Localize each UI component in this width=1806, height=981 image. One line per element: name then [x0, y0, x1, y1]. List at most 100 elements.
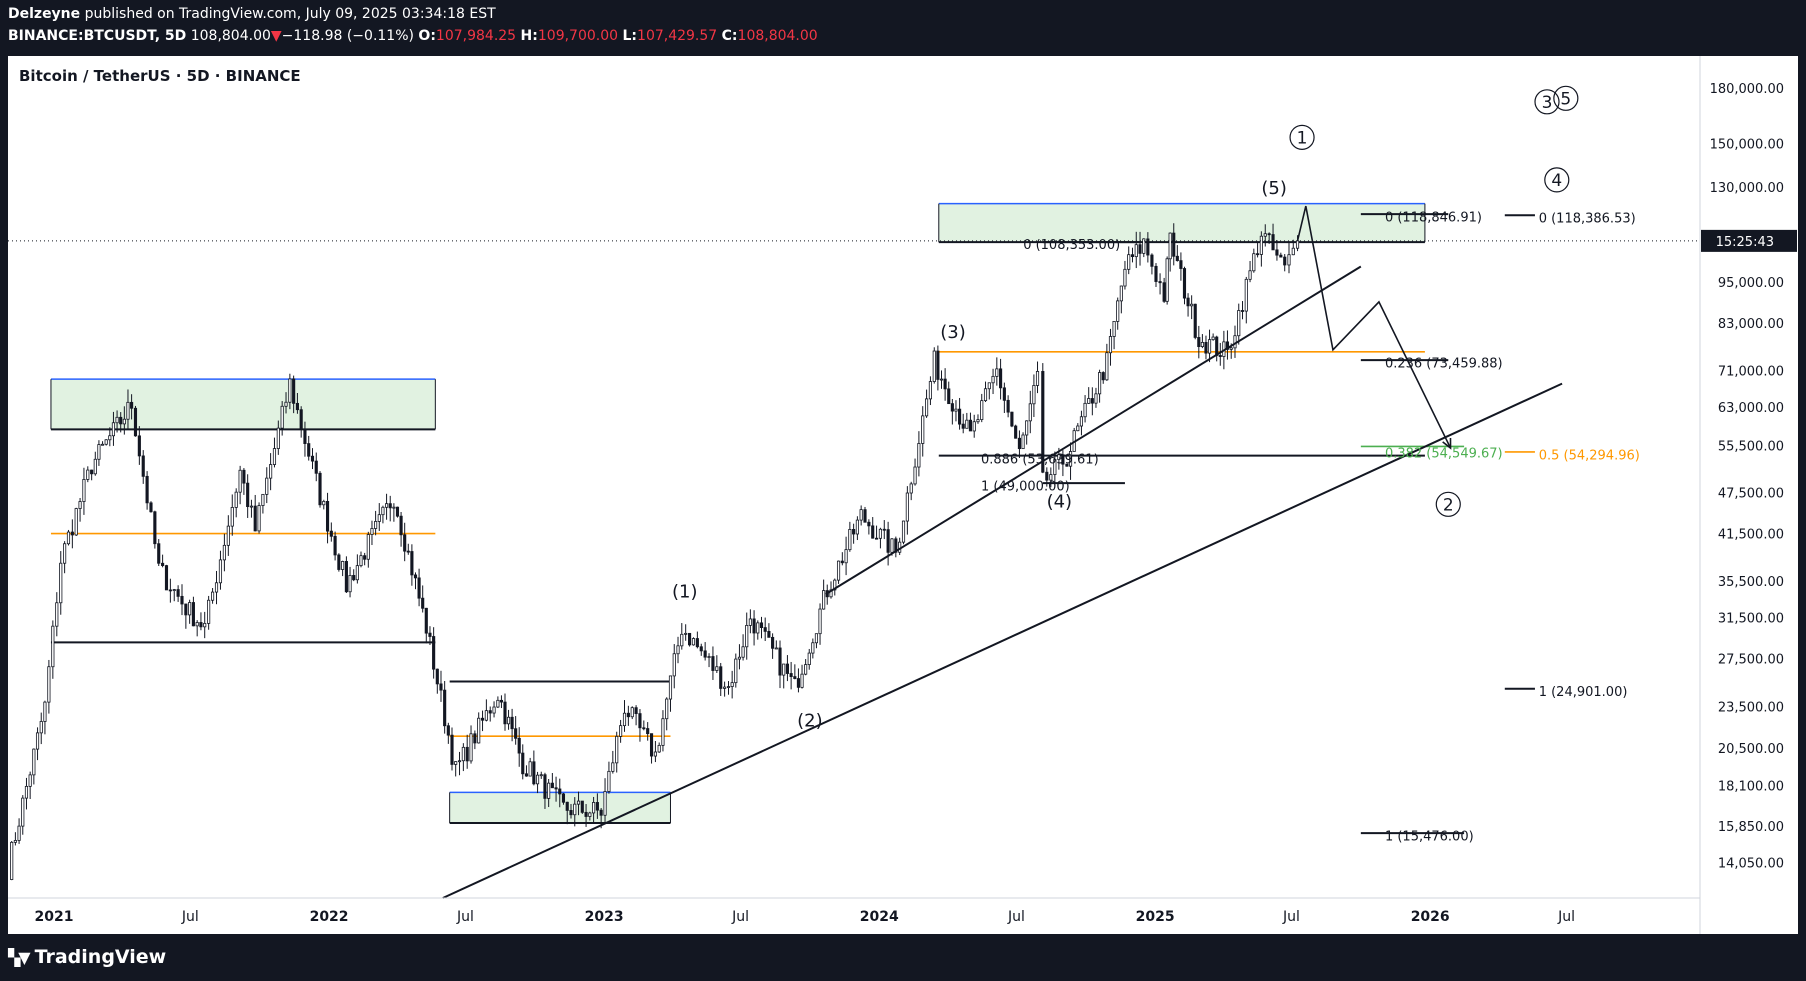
candle-body: [1225, 341, 1230, 350]
candle-body: [374, 521, 378, 529]
candle-body: [1138, 244, 1142, 254]
fib-orange-label: 0.5 (54,294.96): [1539, 448, 1640, 463]
candle-body: [1083, 402, 1087, 418]
candle-body: [532, 761, 536, 785]
candle-body: [684, 632, 688, 635]
candle-body: [242, 469, 246, 484]
candle-body: [469, 733, 473, 762]
candle-body: [1130, 254, 1135, 258]
candle-body: [1053, 459, 1057, 475]
candle-body: [82, 479, 86, 502]
candle-body: [913, 466, 917, 485]
candle-body: [1049, 474, 1053, 481]
candle-body: [403, 534, 407, 552]
candle-body: [1200, 342, 1204, 347]
candle-body: [1182, 268, 1187, 299]
candle-body: [1186, 297, 1190, 307]
candle-body: [756, 622, 760, 634]
candle-body: [161, 562, 165, 566]
candle-body: [1087, 398, 1091, 404]
candle-body: [172, 589, 176, 591]
circled-wave-marker: [1544, 167, 1570, 193]
symbol[interactable]: BINANCE:BTCUSDT, 5D: [8, 28, 187, 44]
time-tick-label: 2025: [1136, 909, 1175, 925]
open-value: 107,984.25: [435, 28, 517, 44]
candle-body: [238, 469, 242, 493]
last-price: 108,804.00: [190, 28, 271, 44]
candle-body: [191, 602, 195, 627]
time-tick-label: 2021: [34, 909, 73, 925]
circled-wave-number: 2: [1443, 495, 1454, 515]
candle-body: [958, 408, 962, 425]
candle-body: [435, 668, 439, 685]
candle-body: [108, 435, 112, 441]
candle-body: [90, 469, 94, 475]
candle-body: [1275, 249, 1279, 256]
candle-body: [1094, 393, 1098, 404]
candle-body: [844, 549, 848, 564]
candle-body: [115, 416, 119, 424]
candle-body: [676, 645, 680, 655]
candle-body: [443, 689, 447, 727]
tradingview-logo[interactable]: ▚▼ TradingView: [8, 946, 166, 968]
candle-body: [785, 663, 789, 674]
candle-body: [492, 706, 496, 714]
high-value: 109,700.00: [537, 28, 619, 44]
candle-body: [1014, 425, 1018, 439]
chart-area[interactable]: [8, 56, 1798, 934]
candle-body: [886, 529, 890, 553]
candle-body: [496, 699, 500, 708]
candle-body: [1175, 255, 1179, 262]
candle-body: [603, 791, 607, 816]
candle-body: [432, 636, 436, 670]
time-tick-label: Jul: [1282, 909, 1300, 925]
price-change: −118.98 (−0.11%): [281, 28, 414, 44]
candle-body: [413, 574, 418, 579]
symbol-info: BINANCE:BTCUSDT, 5D 108,804.00▼−118.98 (…: [8, 28, 818, 44]
candle-body: [1168, 232, 1172, 260]
candle-body: [715, 666, 719, 671]
candle-body: [1193, 303, 1197, 338]
candle-body: [947, 388, 951, 405]
price-tick-label: 180,000.00: [1710, 82, 1784, 97]
candle-body: [1127, 254, 1131, 270]
candle-body: [1079, 416, 1084, 427]
candle-body: [133, 407, 138, 437]
candle-body: [1190, 303, 1194, 307]
candle-body: [59, 562, 63, 604]
candle-body: [730, 682, 734, 687]
candle-body: [70, 531, 74, 536]
candle-body: [1259, 235, 1263, 255]
candle-body: [599, 809, 603, 816]
candle-body: [818, 608, 822, 635]
candle-body: [119, 416, 123, 425]
candle-body: [1271, 234, 1275, 251]
author-name[interactable]: Delzeyne: [8, 6, 81, 22]
candle-body: [506, 716, 511, 725]
zone-box: [50, 379, 436, 430]
zones-layer: [50, 202, 1426, 825]
time-tick-label: Jul: [456, 909, 474, 925]
candle-body: [707, 656, 711, 658]
candle-body: [257, 505, 261, 532]
candle-body: [1123, 268, 1127, 287]
candle-body: [1154, 265, 1158, 282]
candle-body: [796, 678, 801, 688]
candle-body: [789, 673, 793, 677]
candle-body: [1028, 403, 1032, 422]
candle-body: [1101, 372, 1105, 381]
candle-body: [680, 633, 684, 647]
candle-body: [634, 707, 638, 715]
candle-body: [1057, 454, 1061, 460]
candle-body: [280, 405, 284, 429]
wave-label: (1): [672, 582, 698, 603]
fib-green-label: 0.382 (54,549.67): [1385, 447, 1503, 462]
candle-body: [653, 751, 657, 757]
candle-body: [1158, 281, 1162, 284]
candle-body: [97, 444, 101, 460]
candles-layer: [10, 223, 1300, 881]
candle-body: [1021, 434, 1025, 450]
candle-body: [424, 607, 428, 634]
candle-body: [63, 543, 67, 564]
